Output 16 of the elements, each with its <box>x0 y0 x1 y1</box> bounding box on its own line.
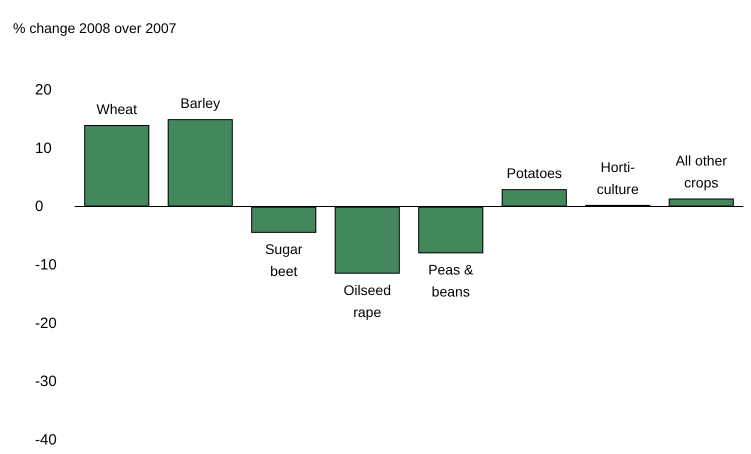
x-tick-label: Sugar beet <box>265 240 303 279</box>
y-tick-label: 0 <box>35 198 44 216</box>
y-tick-label: 10 <box>35 140 52 157</box>
y-axis-title: % change 2008 over 2007 <box>13 20 177 36</box>
x-tick-label: Potatoes <box>506 165 562 182</box>
x-tick-label: Wheat <box>96 101 138 117</box>
x-tick-label: Barley <box>180 95 220 112</box>
y-tick-label: -10 <box>35 256 57 274</box>
y-tick-label: -30 <box>35 373 57 390</box>
y-tick-label: -20 <box>35 314 57 332</box>
x-tick-label: Peas & beans <box>428 261 474 300</box>
x-tick-label: Oilseed rape <box>344 282 391 320</box>
y-tick-label: 20 <box>35 82 52 98</box>
x-tick-label: Horti- culture <box>596 158 639 197</box>
y-tick-label: -40 <box>35 432 57 448</box>
x-tick-label: All other crops <box>676 152 728 190</box>
